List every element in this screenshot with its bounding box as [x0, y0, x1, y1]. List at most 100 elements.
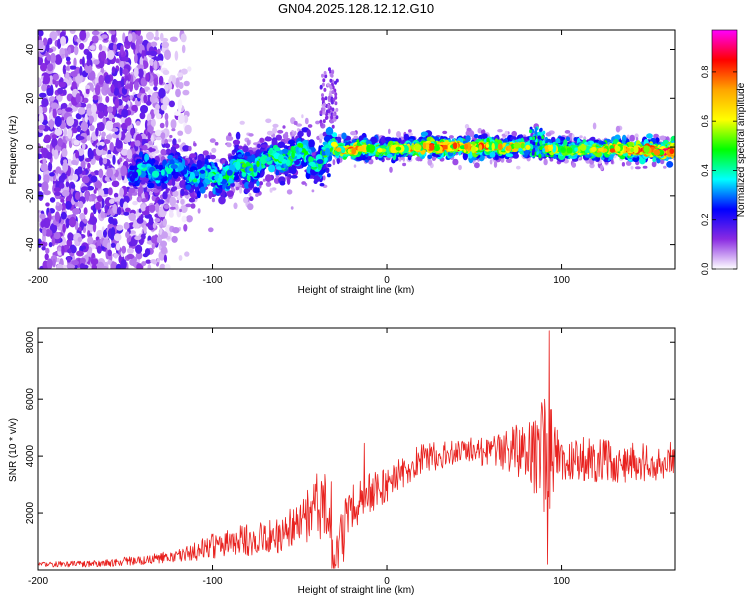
spectrogram-cell [209, 154, 216, 160]
spectrogram-cell [70, 245, 77, 254]
spectrogram-cell [62, 162, 69, 173]
spectrogram-cell [296, 123, 302, 127]
spectrogram-cell [132, 200, 138, 206]
spectrogram-cell [140, 104, 148, 114]
spectrogram-cell [155, 136, 162, 141]
spectrogram-cell [184, 124, 192, 135]
spectrogram-cell [65, 56, 71, 62]
spectrogram-cell [79, 257, 86, 264]
spectrogram-cell [655, 137, 660, 144]
spectrogram-cell [493, 161, 498, 168]
spectrogram-cell [161, 41, 170, 49]
spectrogram-cell [565, 136, 571, 142]
spectrogram-cell [57, 247, 63, 252]
spectrogram-cell [51, 137, 58, 148]
spectrogram-cell [564, 130, 571, 134]
spectrogram-cell [129, 95, 133, 101]
spectrogram-cell [110, 261, 118, 269]
spectrogram-cell [190, 203, 196, 209]
spectrogram-cell [137, 68, 144, 78]
spectrogram-cell [308, 139, 315, 148]
spectrogram-cell [209, 138, 216, 143]
spectrogram-cell [327, 173, 331, 178]
spectrogram-cell [124, 117, 132, 126]
spectrogram-cell [156, 48, 161, 55]
spectrogram-cell [120, 45, 124, 56]
spectrogram-cell [152, 259, 157, 265]
spectrogram-cell [45, 202, 50, 207]
spectrogram-cell [184, 251, 190, 257]
spectrogram-cell [489, 159, 493, 165]
spectrogram-cell [158, 87, 166, 99]
spectrogram-cell [322, 131, 327, 137]
spectrogram-cell [298, 130, 304, 137]
spectrogram-cell [311, 189, 315, 193]
spectrogram-cells [38, 30, 675, 269]
spectrogram-cell [67, 46, 71, 55]
spectrogram-cell [154, 129, 162, 137]
spectrogram-cell [38, 30, 44, 37]
spectrogram-cell [67, 249, 72, 254]
spectrogram-cell [323, 135, 331, 142]
spectrogram-cell [86, 185, 95, 191]
spectrogram-cell [120, 259, 127, 269]
spectrogram-cell [69, 65, 77, 70]
spectrogram-cell [97, 195, 103, 203]
spectrogram-cell [109, 142, 114, 152]
spectrogram-cell [427, 159, 433, 166]
spectrogram-cell [114, 98, 120, 109]
spectrogram-cell [61, 172, 66, 180]
spectrogram-cell [126, 149, 133, 160]
spectrogram-cell [180, 33, 187, 43]
spectrogram-cell [65, 66, 70, 71]
spectrogram-cell [402, 162, 407, 167]
spectrogram-cell [112, 203, 118, 214]
spectrogram-cell [89, 125, 95, 132]
spectrogram-cell [106, 134, 113, 140]
spectrogram-cell [386, 153, 393, 158]
spectrogram-cell [44, 229, 53, 237]
spectrogram-cell [489, 151, 496, 158]
spectrogram-cell [133, 219, 139, 229]
spectrogram-cell [139, 151, 144, 158]
spectrogram-cell [40, 163, 49, 172]
spectrogram-cell [139, 112, 146, 120]
spectrogram-cell [301, 181, 307, 185]
spectrogram-cell [232, 139, 241, 145]
spectrogram-cell [83, 207, 88, 215]
spectrogram-cell [164, 143, 171, 149]
spectrogram-cell [101, 34, 108, 39]
spectrogram-cell [61, 189, 70, 197]
spectrogram-cell [171, 128, 176, 132]
spectrogram-cell [304, 117, 309, 125]
spectrogram-cell [61, 102, 68, 109]
spectrogram-cell [78, 226, 82, 232]
spectrogram-cell [54, 115, 62, 127]
spectrogram-cell [175, 88, 181, 98]
spectrogram-cell [78, 42, 85, 50]
spectrogram-cell [659, 135, 666, 141]
spectrogram-cell [322, 175, 326, 181]
spectrogram-cell [81, 170, 86, 175]
spectrogram-cell [159, 122, 165, 129]
spectrogram-cell [663, 165, 667, 169]
spectrogram-cell [51, 148, 55, 157]
spectrogram-cell [123, 222, 130, 230]
spectrogram-cell [154, 98, 159, 103]
spectrogram-cell [434, 136, 440, 142]
spectrogram-cell [67, 232, 74, 241]
spectrogram-cell [62, 223, 66, 233]
spectrogram-cell [458, 164, 462, 171]
spectrogram-cell [115, 58, 120, 64]
spectrogram-cell [38, 191, 44, 200]
spectrogram-cell [66, 60, 71, 65]
spectrogram-cell [84, 64, 93, 74]
spectrogram-cell [144, 248, 151, 256]
spectrogram-cell [169, 36, 178, 42]
spectrogram-cell [113, 87, 120, 97]
spectrogram-cell [76, 38, 82, 43]
spectrogram-cell [42, 105, 48, 113]
spectrogram-cell [153, 86, 158, 91]
spectrogram-cell [505, 158, 513, 163]
spectrogram-cell [265, 181, 272, 187]
